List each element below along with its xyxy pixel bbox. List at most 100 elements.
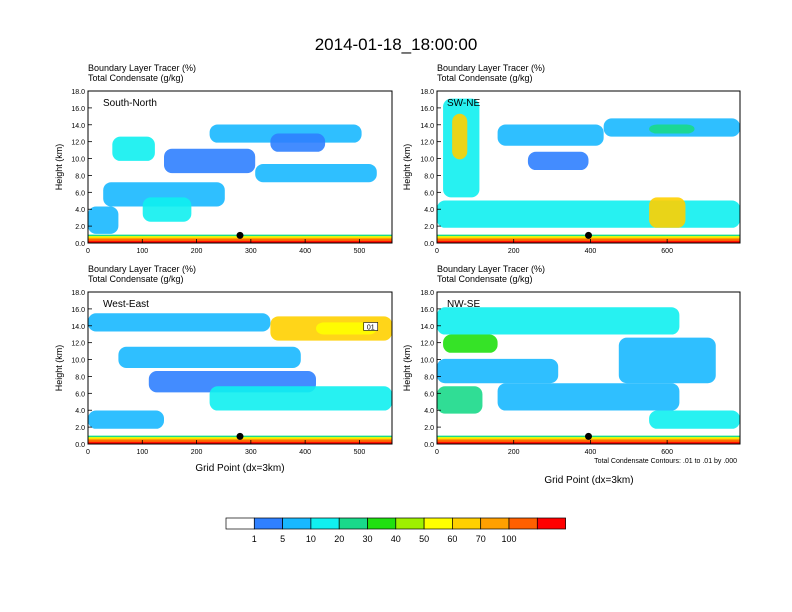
- x-tick-label: 0: [435, 248, 439, 255]
- colorbar-label: 50: [419, 534, 429, 544]
- panel-header-line2: Total Condensate (g/kg): [437, 73, 533, 83]
- y-tick-label: 2.0: [75, 224, 85, 231]
- y-tick-label: 16.0: [71, 307, 85, 314]
- y-tick-label: 18.0: [420, 290, 434, 297]
- panel-nw-se: Boundary Layer Tracer (%) Total Condensa…: [402, 264, 741, 486]
- location-marker: [236, 432, 244, 440]
- y-tick-label: 10.0: [71, 358, 85, 365]
- y-axis-label: Height (km): [54, 144, 64, 191]
- y-tick-label: 18.0: [420, 89, 434, 96]
- y-tick-label: 2.0: [75, 425, 85, 432]
- x-tick-label: 200: [191, 248, 203, 255]
- plot-layer: 0.0 2.0 4.0 6.0 8.0 10.0 12.0 14.0 16.0 18.0 0 200 4…: [420, 89, 741, 255]
- plot-frame: [87, 291, 393, 445]
- colorbar-label: 60: [447, 534, 457, 544]
- condensate-region: [497, 383, 680, 411]
- plot-frame: [87, 90, 393, 244]
- colorbar-swatch: [536, 517, 566, 530]
- x-tick-label: 100: [136, 248, 148, 255]
- y-tick-label: 8.0: [424, 374, 434, 381]
- y-axis-label: Height (km): [402, 144, 412, 191]
- y-tick-label: 10.0: [420, 157, 434, 164]
- condensate-region: [649, 197, 686, 228]
- condensate-region: [103, 182, 225, 207]
- colorbar-swatch: [508, 517, 538, 530]
- condensate-region: [112, 136, 155, 161]
- colorbar-swatch: [395, 517, 425, 530]
- colorbar-label: 5: [280, 534, 285, 544]
- condensate-region: [527, 151, 589, 171]
- panel-header-line1: Boundary Layer Tracer (%): [88, 264, 196, 274]
- y-axis-label: Height (km): [54, 345, 64, 392]
- y-tick-label: 16.0: [420, 307, 434, 314]
- location-marker: [585, 432, 592, 440]
- y-tick-label: 14.0: [71, 324, 85, 331]
- x-tick-label: 500: [354, 449, 366, 456]
- condensate-region: [649, 124, 695, 134]
- contour-footnote: Total Condensate Contours: .01 to .01 by…: [594, 458, 737, 465]
- y-tick-label: 10.0: [420, 358, 434, 365]
- y-tick-label: 6.0: [424, 190, 434, 197]
- plot-layer: 0.0 2.0 4.0 6.0 8.0 10.0 12.0 14.0 16.0 18.0 0 100 2…: [71, 89, 393, 255]
- condensate-region: [437, 307, 680, 335]
- panel-header-line1: Boundary Layer Tracer (%): [88, 63, 196, 73]
- y-tick-label: 0.0: [424, 442, 434, 449]
- x-axis-label: Grid Point (dx=3km): [544, 475, 633, 486]
- panel-header-line2: Total Condensate (g/kg): [88, 73, 184, 83]
- colorbar-label: 30: [362, 534, 372, 544]
- condensate-region: [118, 346, 301, 368]
- x-tick-label: 400: [585, 248, 597, 255]
- panel-header-line2: Total Condensate (g/kg): [88, 274, 184, 284]
- plot-layer: 0.0 2.0 4.0 6.0 8.0 10.0 12.0 14.0 16.0 18.0 0 200 4…: [420, 290, 741, 456]
- boundary-layer-band: [437, 442, 740, 444]
- x-tick-label: 100: [136, 449, 148, 456]
- colorbar-swatch: [310, 517, 340, 530]
- y-tick-label: 18.0: [71, 290, 85, 297]
- colorbar-swatch: [367, 517, 397, 530]
- colorbar: 1 5 10 20 30 40 50 60 70 100: [225, 517, 566, 544]
- y-tick-label: 4.0: [75, 408, 85, 415]
- y-tick-label: 4.0: [424, 207, 434, 214]
- colorbar-swatch: [338, 517, 368, 530]
- plot-frame: [436, 90, 741, 244]
- y-tick-label: 6.0: [424, 391, 434, 398]
- boundary-layer-band: [88, 239, 392, 243]
- y-tick-label: 2.0: [424, 224, 434, 231]
- y-tick-label: 6.0: [75, 391, 85, 398]
- x-tick-label: 400: [299, 248, 311, 255]
- condensate-region: [270, 133, 326, 152]
- y-tick-label: 0.0: [424, 241, 434, 248]
- location-marker: [585, 231, 592, 239]
- condensate-region: [649, 410, 740, 429]
- x-axis-label: Grid Point (dx=3km): [195, 463, 284, 474]
- x-tick-label: 200: [508, 449, 520, 456]
- x-tick-label: 300: [245, 248, 257, 255]
- colorbar-swatch: [480, 517, 510, 530]
- y-tick-label: 18.0: [71, 89, 85, 96]
- x-tick-label: 200: [508, 248, 520, 255]
- panel-header-line2: Total Condensate (g/kg): [437, 274, 533, 284]
- boundary-layer-band: [88, 440, 392, 444]
- colorbar-label: 20: [334, 534, 344, 544]
- x-tick-label: 0: [86, 449, 90, 456]
- boundary-layer-band: [88, 442, 392, 444]
- y-tick-label: 14.0: [71, 123, 85, 130]
- panel-label: NW-SE: [447, 299, 480, 310]
- colorbar-swatch: [253, 517, 283, 530]
- y-tick-label: 12.0: [420, 341, 434, 348]
- panel-label: SW-NE: [447, 98, 480, 109]
- colorbar-label: 70: [476, 534, 486, 544]
- colorbar-label: 10: [306, 534, 316, 544]
- location-marker: [236, 231, 244, 239]
- y-tick-label: 0.0: [75, 442, 85, 449]
- y-tick-label: 16.0: [71, 106, 85, 113]
- x-tick-label: 200: [191, 449, 203, 456]
- colorbar-swatch: [452, 517, 482, 530]
- plot-layer: 01 0.0 2.0 4.0 6.0 8.0 10.0 12.0 14.0 16.0 18.0 0 10…: [71, 290, 393, 456]
- y-tick-label: 6.0: [75, 190, 85, 197]
- x-tick-label: 400: [299, 449, 311, 456]
- x-tick-label: 0: [86, 248, 90, 255]
- x-tick-label: 600: [661, 449, 673, 456]
- y-tick-label: 16.0: [420, 106, 434, 113]
